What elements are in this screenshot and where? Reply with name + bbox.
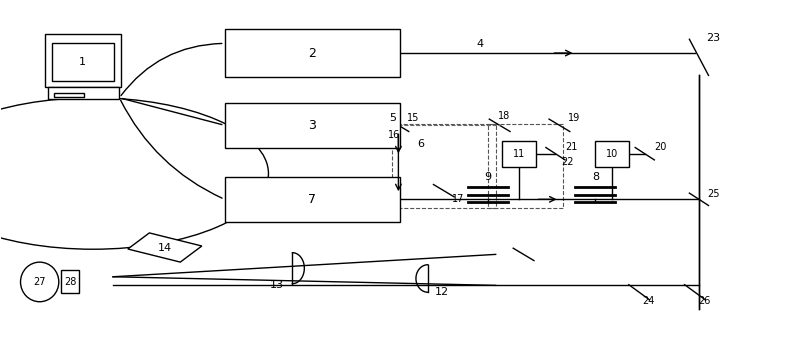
Text: 22: 22	[561, 157, 574, 167]
Text: 11: 11	[513, 149, 525, 159]
Text: 5: 5	[389, 113, 396, 124]
Bar	[46, 34, 121, 87]
Text: 17: 17	[452, 194, 464, 204]
Text: 8: 8	[592, 172, 599, 182]
Text: 9: 9	[484, 172, 491, 182]
Text: 27: 27	[34, 277, 46, 287]
Bar	[128, 233, 202, 262]
Text: 20: 20	[654, 142, 667, 152]
Bar	[392, 124, 496, 208]
Bar	[225, 29, 400, 77]
Text: 12: 12	[435, 287, 450, 297]
Text: 24: 24	[642, 296, 655, 306]
Bar	[61, 270, 78, 293]
Bar	[54, 93, 84, 97]
Text: 15: 15	[406, 113, 419, 123]
Bar	[595, 141, 629, 167]
Bar	[48, 87, 119, 100]
Text: 28: 28	[64, 277, 76, 287]
Text: 25: 25	[707, 189, 719, 199]
Bar	[502, 141, 535, 167]
Bar	[488, 124, 563, 208]
Text: 16: 16	[388, 130, 401, 140]
Text: 19: 19	[568, 113, 580, 123]
Text: 14: 14	[158, 243, 172, 253]
Text: 2: 2	[308, 46, 316, 60]
Text: 3: 3	[308, 119, 316, 132]
Text: 4: 4	[476, 40, 483, 49]
Text: 23: 23	[706, 33, 720, 43]
Bar	[225, 103, 400, 148]
Text: 7: 7	[308, 193, 316, 206]
Text: 6: 6	[418, 139, 424, 149]
Text: 21: 21	[566, 142, 578, 152]
Text: 1: 1	[79, 57, 86, 67]
Bar	[52, 43, 114, 81]
Bar	[225, 177, 400, 222]
Text: 18: 18	[498, 111, 510, 121]
Text: 13: 13	[270, 280, 283, 290]
Text: 10: 10	[606, 149, 618, 159]
Text: 26: 26	[698, 296, 710, 306]
